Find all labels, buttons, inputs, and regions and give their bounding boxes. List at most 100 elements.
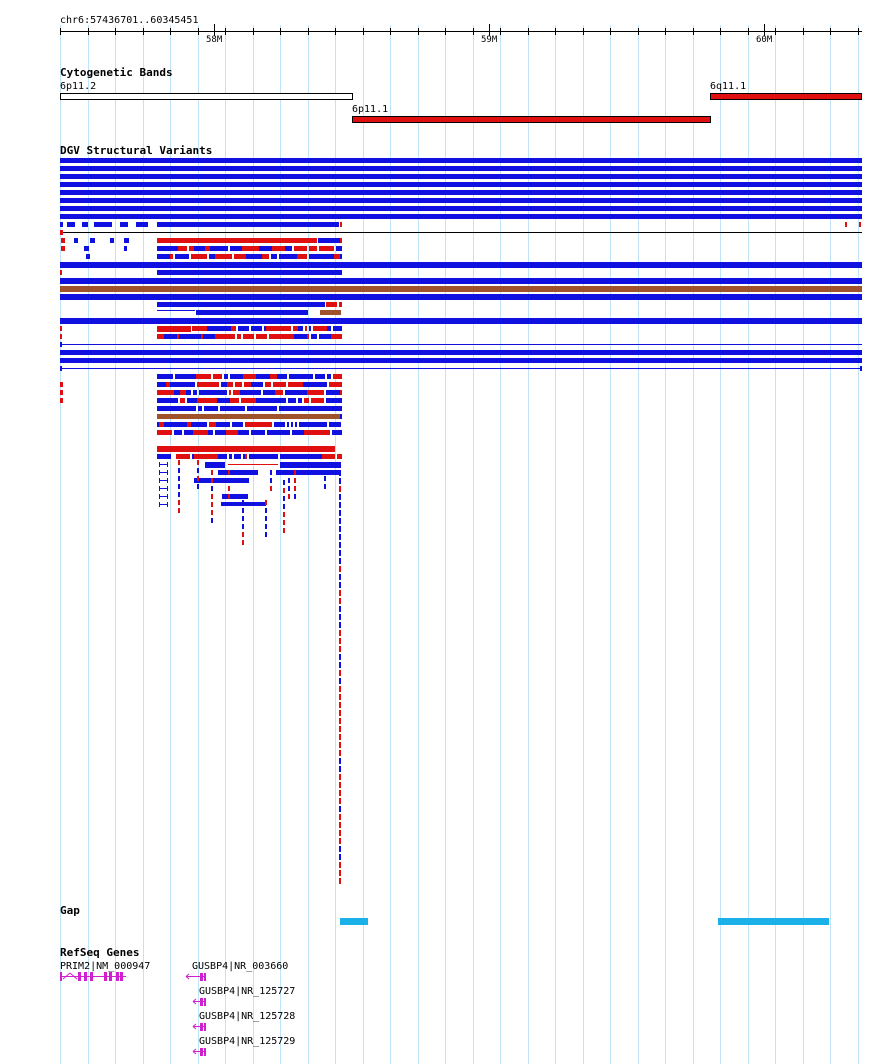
sv-feature[interactable] xyxy=(339,542,341,548)
sv-feature[interactable] xyxy=(205,462,225,468)
sv-feature[interactable] xyxy=(280,454,291,459)
sv-feature[interactable] xyxy=(339,502,341,508)
sv-feature[interactable] xyxy=(299,422,302,427)
sv-feature[interactable] xyxy=(180,382,192,387)
sv-feature[interactable] xyxy=(339,526,341,532)
sv-feature[interactable] xyxy=(247,246,259,251)
sv-feature[interactable] xyxy=(251,382,263,387)
gene-exon[interactable] xyxy=(90,972,93,981)
sv-feature[interactable] xyxy=(311,334,317,339)
sv-feature[interactable] xyxy=(174,390,180,395)
sv-feature[interactable] xyxy=(218,470,258,475)
sv-feature[interactable] xyxy=(256,334,267,339)
sv-feature[interactable] xyxy=(316,430,330,435)
sv-feature[interactable] xyxy=(270,470,272,475)
gene-exon[interactable] xyxy=(200,1048,203,1056)
sv-feature[interactable] xyxy=(339,462,341,468)
sv-feature[interactable] xyxy=(273,382,286,387)
sv-feature[interactable] xyxy=(339,846,341,852)
sv-feature[interactable] xyxy=(192,382,195,387)
sv-feature[interactable] xyxy=(189,390,191,395)
sv-feature[interactable] xyxy=(262,398,273,403)
sv-feature[interactable] xyxy=(339,750,341,756)
sv-feature[interactable] xyxy=(180,398,185,403)
sv-feature[interactable] xyxy=(196,374,211,379)
sv-feature[interactable] xyxy=(339,742,341,748)
sv-feature[interactable] xyxy=(339,638,341,644)
sv-feature[interactable] xyxy=(162,406,174,411)
sv-feature[interactable] xyxy=(60,398,63,403)
sv-feature[interactable] xyxy=(242,532,244,537)
sv-feature[interactable] xyxy=(265,524,267,529)
sv-feature[interactable] xyxy=(340,238,342,243)
sv-feature[interactable] xyxy=(298,398,302,403)
sv-feature[interactable] xyxy=(313,326,327,331)
sv-feature[interactable] xyxy=(309,246,317,251)
sv-feature[interactable] xyxy=(60,358,862,363)
sv-feature[interactable] xyxy=(247,406,251,411)
sv-feature[interactable] xyxy=(288,486,290,491)
sv-feature[interactable] xyxy=(170,382,180,387)
sv-feature[interactable] xyxy=(269,334,271,339)
sv-feature[interactable] xyxy=(157,222,339,227)
sv-feature[interactable] xyxy=(205,334,215,339)
sv-feature[interactable] xyxy=(339,870,341,876)
sv-feature[interactable] xyxy=(283,528,285,533)
sv-feature[interactable] xyxy=(339,534,341,540)
sv-feature[interactable] xyxy=(194,454,204,459)
sv-feature[interactable] xyxy=(310,390,324,395)
sv-feature[interactable] xyxy=(211,502,213,507)
sv-feature[interactable] xyxy=(61,238,65,243)
sv-feature[interactable] xyxy=(86,254,90,259)
sv-feature[interactable] xyxy=(304,398,309,403)
sv-feature[interactable] xyxy=(157,334,164,339)
sv-feature[interactable] xyxy=(203,334,205,339)
sv-feature[interactable] xyxy=(288,478,290,483)
sv-feature[interactable] xyxy=(136,222,148,227)
sv-feature[interactable] xyxy=(322,454,335,459)
sv-feature[interactable] xyxy=(339,486,341,492)
sv-feature[interactable] xyxy=(283,504,285,509)
sv-feature[interactable] xyxy=(189,246,194,251)
sv-feature[interactable] xyxy=(274,422,285,427)
sv-feature[interactable] xyxy=(297,454,304,459)
sv-feature[interactable] xyxy=(331,334,334,339)
feature-glyph[interactable] xyxy=(167,478,168,483)
sv-feature[interactable] xyxy=(279,254,294,259)
sv-feature[interactable] xyxy=(293,406,305,411)
sv-feature[interactable] xyxy=(226,334,235,339)
sv-feature[interactable] xyxy=(314,406,325,411)
sv-feature[interactable] xyxy=(82,222,88,227)
sv-feature[interactable] xyxy=(336,246,342,251)
sv-feature[interactable] xyxy=(340,390,342,395)
gene-exon[interactable] xyxy=(204,998,206,1006)
sv-feature[interactable] xyxy=(270,478,272,483)
sv-feature[interactable] xyxy=(276,470,340,475)
sv-feature[interactable] xyxy=(157,238,317,243)
sv-feature[interactable] xyxy=(228,478,230,483)
sv-feature[interactable] xyxy=(339,782,341,788)
sv-feature[interactable] xyxy=(211,518,213,523)
sv-feature[interactable] xyxy=(244,382,251,387)
sv-feature[interactable] xyxy=(311,398,324,403)
sv-feature[interactable] xyxy=(339,758,341,764)
sv-feature[interactable] xyxy=(340,406,342,411)
sv-feature[interactable] xyxy=(294,334,307,339)
sv-feature[interactable] xyxy=(267,430,282,435)
sv-feature[interactable] xyxy=(314,422,327,427)
sv-feature[interactable] xyxy=(204,406,218,411)
sv-feature[interactable] xyxy=(341,398,342,403)
sv-feature[interactable] xyxy=(251,326,262,331)
sv-feature[interactable] xyxy=(334,334,342,339)
sv-feature[interactable] xyxy=(305,326,307,331)
sv-feature[interactable] xyxy=(229,390,231,395)
sv-feature[interactable] xyxy=(339,582,341,588)
sv-feature[interactable] xyxy=(237,334,241,339)
sv-feature[interactable] xyxy=(243,334,254,339)
sv-feature[interactable] xyxy=(157,446,335,452)
sv-feature[interactable] xyxy=(320,310,341,315)
sv-feature[interactable] xyxy=(110,238,114,243)
sv-feature[interactable] xyxy=(251,430,265,435)
sv-feature[interactable] xyxy=(60,270,62,275)
sv-feature[interactable] xyxy=(228,494,230,499)
